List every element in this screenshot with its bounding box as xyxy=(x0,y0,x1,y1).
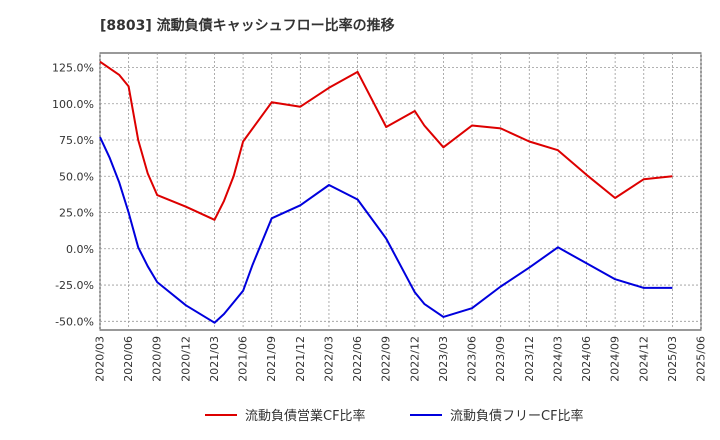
legend-label-1: 流動負債営業CF比率 xyxy=(245,408,366,424)
x-tick-label: 2023/06 xyxy=(466,336,479,382)
y-axis-ticks: 125.0% 100.0% 75.0% 50.0% 25.0% 0.0% -25.0% -50… xyxy=(52,62,94,329)
x-tick-label: 2024/06 xyxy=(580,336,593,382)
x-tick-label: 2025/06 xyxy=(695,336,708,382)
x-tick-label: 2022/12 xyxy=(408,336,421,382)
x-tick-label: 2021/09 xyxy=(265,336,278,382)
y-tick-label: -25.0% xyxy=(55,279,94,292)
y-tick-label: 125.0% xyxy=(52,62,94,75)
x-axis-ticks: 2020/03 2020/06 2020/09 2020/12 2021/03 2021/… xyxy=(94,336,708,382)
plot-area xyxy=(99,52,702,331)
x-tick-label: 2020/06 xyxy=(122,336,135,382)
y-tick-label: 75.0% xyxy=(59,134,94,147)
x-tick-label: 2023/03 xyxy=(437,336,450,382)
x-tick-label: 2021/06 xyxy=(237,336,250,382)
x-tick-label: 2021/12 xyxy=(294,336,307,382)
chart-title: [8803] 流動負債キャッシュフロー比率の推移 xyxy=(100,17,395,34)
x-tick-label: 2023/09 xyxy=(494,336,507,382)
series-line-2 xyxy=(99,136,673,324)
x-tick-label: 2023/12 xyxy=(523,336,536,382)
x-tick-label: 2022/03 xyxy=(322,336,335,382)
series-lines xyxy=(99,60,673,324)
y-tick-label: -50.0% xyxy=(55,315,94,328)
series-line-1 xyxy=(99,60,673,221)
x-tick-label: 2020/12 xyxy=(179,336,192,382)
x-tick-label: 2024/09 xyxy=(609,336,622,382)
y-tick-label: 25.0% xyxy=(59,207,94,220)
legend: 流動負債営業CF比率 流動負債フリーCF比率 xyxy=(205,408,584,424)
y-tick-label: 0.0% xyxy=(66,243,94,256)
y-tick-label: 100.0% xyxy=(52,98,94,111)
x-tick-label: 2025/03 xyxy=(666,336,679,382)
x-tick-label: 2021/03 xyxy=(208,336,221,382)
x-tick-label: 2022/09 xyxy=(380,336,393,382)
x-tick-label: 2020/03 xyxy=(94,336,107,382)
x-tick-label: 2020/09 xyxy=(151,336,164,382)
x-tick-label: 2022/06 xyxy=(351,336,364,382)
x-tick-label: 2024/03 xyxy=(551,336,564,382)
x-tick-label: 2024/12 xyxy=(637,336,650,382)
legend-label-2: 流動負債フリーCF比率 xyxy=(450,408,584,424)
y-tick-label: 50.0% xyxy=(59,170,94,183)
